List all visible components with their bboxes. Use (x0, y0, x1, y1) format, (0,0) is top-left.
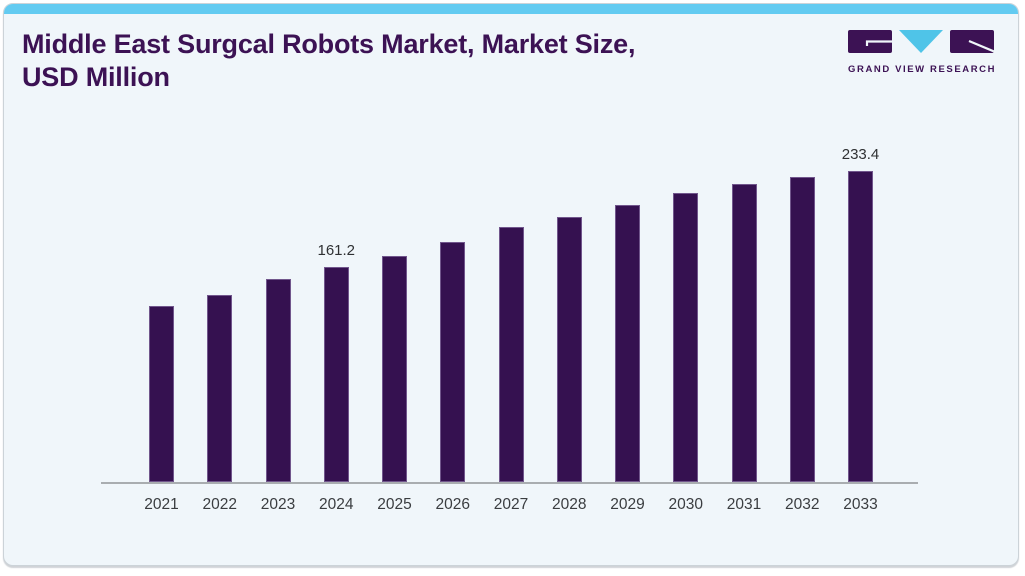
bar-group (556, 140, 582, 482)
x-tick-label: 2032 (785, 496, 820, 513)
bar-group (382, 140, 407, 482)
gvr-logo: GRAND VIEW RESEARCH (848, 29, 997, 75)
x-tick-label: 2024 (319, 496, 354, 513)
report-card: Middle East Surgcal Robots Market, Marke… (3, 3, 1019, 566)
bar-group (149, 140, 174, 482)
page-title: Middle East Surgcal Robots Market, Marke… (22, 28, 635, 94)
value-label: 233.4 (841, 146, 880, 163)
bar-group (265, 140, 291, 482)
x-tick-label: 2022 (202, 496, 237, 513)
bar-group (498, 140, 524, 482)
bar-group (673, 140, 699, 482)
page-title-line-1: Middle East Surgcal Robots Market, Marke… (22, 29, 636, 59)
bar (673, 193, 699, 482)
bar (615, 205, 640, 482)
x-tick-label: 2025 (377, 496, 412, 513)
bar (556, 217, 582, 482)
bar-group (731, 140, 757, 482)
bar-group: 161.2 (317, 140, 355, 482)
bar (323, 267, 349, 482)
x-tick-label: 2030 (668, 496, 703, 513)
x-tick-label: 2026 (435, 496, 470, 513)
page-title-line-2: USD Million (22, 61, 170, 92)
bar-chart: 161.2 233.4 2021 2022 2023 2024 2025 2026 2027 2… (101, 140, 918, 514)
bar-group: 233.4 (842, 140, 879, 482)
x-tick-label: 2027 (493, 496, 529, 513)
bar-group (440, 140, 466, 482)
bar (207, 295, 233, 482)
bar (382, 256, 407, 482)
x-tick-label: 2033 (843, 496, 878, 513)
x-tick-label: 2021 (144, 496, 179, 513)
bar (149, 306, 174, 482)
x-tick-label: 2023 (260, 496, 296, 513)
bar (498, 227, 524, 482)
plot-area: 161.2 233.4 (101, 140, 918, 484)
bar (731, 184, 757, 482)
bar-group (615, 140, 640, 482)
gvr-logo-text: GRAND VIEW RESEARCH (848, 64, 997, 75)
top-accent-bar (4, 4, 1018, 14)
value-label: 161.2 (317, 242, 356, 259)
x-tick-label: 2029 (610, 496, 645, 513)
bar-group (207, 140, 233, 482)
bar (789, 177, 815, 482)
x-tick-label: 2028 (552, 496, 587, 513)
bar (440, 242, 466, 482)
bar (848, 171, 873, 482)
bar (265, 279, 291, 482)
x-axis-labels: 2021 2022 2023 2024 2025 2026 2027 2028 2029 2030… (101, 496, 918, 514)
bar-group (789, 140, 815, 482)
gvr-logo-icon (848, 30, 995, 53)
x-tick-label: 2031 (726, 496, 762, 513)
